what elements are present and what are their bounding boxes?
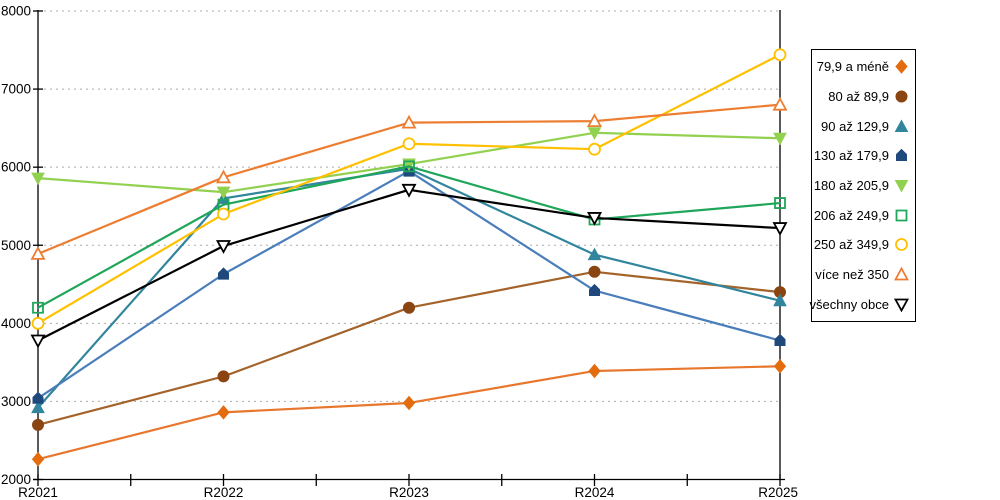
legend-item-label: 80 až 89,9 bbox=[828, 88, 889, 104]
circle-glyph bbox=[895, 238, 908, 252]
triangle-up-glyph bbox=[894, 266, 909, 281]
data-point-marker bbox=[217, 405, 230, 420]
legend-item-label: 250 až 349,9 bbox=[813, 237, 889, 253]
data-point-marker bbox=[215, 169, 232, 184]
y-axis-tick-label: 6000 bbox=[1, 160, 31, 175]
data-point-marker bbox=[403, 301, 415, 314]
data-point-marker bbox=[401, 114, 417, 129]
y-axis-tick-label: 2000 bbox=[1, 472, 31, 487]
series-line-2 bbox=[36, 167, 782, 409]
diamond-marker-icon bbox=[895, 59, 908, 75]
triangle-down-marker-icon bbox=[894, 179, 909, 193]
legend-item: 180 až 205,9 bbox=[814, 178, 909, 193]
legend-item-label: 180 až 205,9 bbox=[813, 177, 889, 193]
data-point-marker bbox=[773, 48, 787, 62]
triangle-down-glyph bbox=[894, 298, 909, 312]
x-axis-tick-label: R2022 bbox=[204, 485, 244, 500]
data-point-marker bbox=[587, 247, 602, 261]
data-point-marker bbox=[216, 186, 231, 200]
data-point-marker bbox=[217, 370, 230, 383]
pentagon-glyph bbox=[896, 149, 907, 162]
legend-item: více než 350 bbox=[814, 266, 909, 282]
diamond-glyph bbox=[895, 59, 908, 75]
legend-box: 79,9 a méně 80 až 89,9 90 až 129,9 130 až 1… bbox=[810, 49, 916, 322]
square-marker-icon bbox=[895, 209, 908, 222]
legend-item-label: více než 350 bbox=[815, 266, 889, 282]
y-axis-tick-label: 7000 bbox=[1, 82, 31, 97]
data-point-marker bbox=[30, 334, 46, 349]
data-point-marker bbox=[215, 240, 232, 254]
square-glyph bbox=[895, 209, 908, 222]
legend-item: 250 až 349,9 bbox=[814, 237, 909, 252]
y-axis-tick-label: 3000 bbox=[1, 394, 31, 409]
x-axis-tick-label: R2023 bbox=[389, 485, 429, 500]
x-axis-tick-label: R2021 bbox=[18, 485, 58, 500]
data-point-marker bbox=[218, 267, 229, 280]
data-point-marker bbox=[588, 142, 601, 156]
circle-glyph bbox=[895, 90, 908, 103]
data-point-marker bbox=[588, 265, 601, 278]
legend-item-label: 79,9 a méně bbox=[816, 59, 889, 75]
data-point-marker bbox=[217, 198, 230, 211]
data-point-marker bbox=[32, 418, 44, 431]
data-point-marker bbox=[772, 96, 788, 111]
legend-item-label: 130 až 179,9 bbox=[813, 148, 889, 164]
legend-item: 80 až 89,9 bbox=[814, 89, 909, 104]
data-point-marker bbox=[31, 451, 45, 467]
circle-marker-icon bbox=[895, 238, 908, 252]
data-point-marker bbox=[773, 293, 787, 307]
data-point-marker bbox=[31, 400, 45, 414]
pentagon-marker-icon bbox=[896, 149, 907, 162]
legend-item: 206 až 249,9 bbox=[814, 208, 909, 223]
data-point-marker bbox=[32, 301, 44, 314]
data-point-marker bbox=[402, 137, 416, 151]
data-point-marker bbox=[586, 113, 603, 127]
data-point-marker bbox=[30, 245, 46, 260]
x-axis-tick-label: R2024 bbox=[575, 485, 615, 500]
data-point-marker bbox=[401, 183, 417, 198]
data-point-marker bbox=[587, 127, 602, 140]
data-point-marker bbox=[402, 395, 416, 411]
triangle-down-glyph bbox=[894, 179, 909, 193]
legend-item-label: 206 až 249,9 bbox=[813, 207, 889, 223]
data-point-marker bbox=[403, 160, 415, 173]
data-point-marker bbox=[774, 197, 786, 209]
data-point-marker bbox=[217, 207, 230, 221]
legend-item: všechny obce bbox=[810, 297, 909, 312]
triangle-up-marker-icon bbox=[894, 266, 909, 281]
data-point-marker bbox=[772, 222, 788, 236]
legend-item: 130 až 179,9 bbox=[814, 148, 909, 163]
data-point-marker bbox=[774, 333, 786, 347]
legend-item-label: všechny obce bbox=[809, 296, 890, 312]
legend-item: 79,9 a méně bbox=[814, 59, 909, 75]
y-axis-tick-label: 4000 bbox=[1, 316, 31, 331]
data-point-marker bbox=[773, 132, 787, 146]
triangle-down-marker-icon bbox=[894, 298, 909, 312]
y-axis-tick-label: 8000 bbox=[1, 4, 31, 19]
data-point-marker bbox=[31, 172, 45, 186]
data-point-marker bbox=[773, 359, 787, 374]
data-point-marker bbox=[588, 363, 601, 379]
series-line-0 bbox=[36, 365, 782, 461]
triangle-up-marker-icon bbox=[894, 119, 909, 132]
legend-item: 90 až 129,9 bbox=[814, 119, 909, 134]
circle-marker-icon bbox=[895, 90, 908, 103]
data-point-marker bbox=[589, 283, 600, 297]
data-point-marker bbox=[31, 316, 45, 330]
y-axis-tick-label: 5000 bbox=[1, 238, 31, 253]
legend-item-label: 90 až 129,9 bbox=[821, 118, 889, 134]
x-axis-tick-label: R2025 bbox=[758, 485, 798, 500]
data-point-marker bbox=[586, 212, 603, 226]
series-line-5 bbox=[36, 165, 782, 309]
data-point-marker bbox=[32, 391, 44, 404]
triangle-up-glyph bbox=[894, 119, 909, 132]
